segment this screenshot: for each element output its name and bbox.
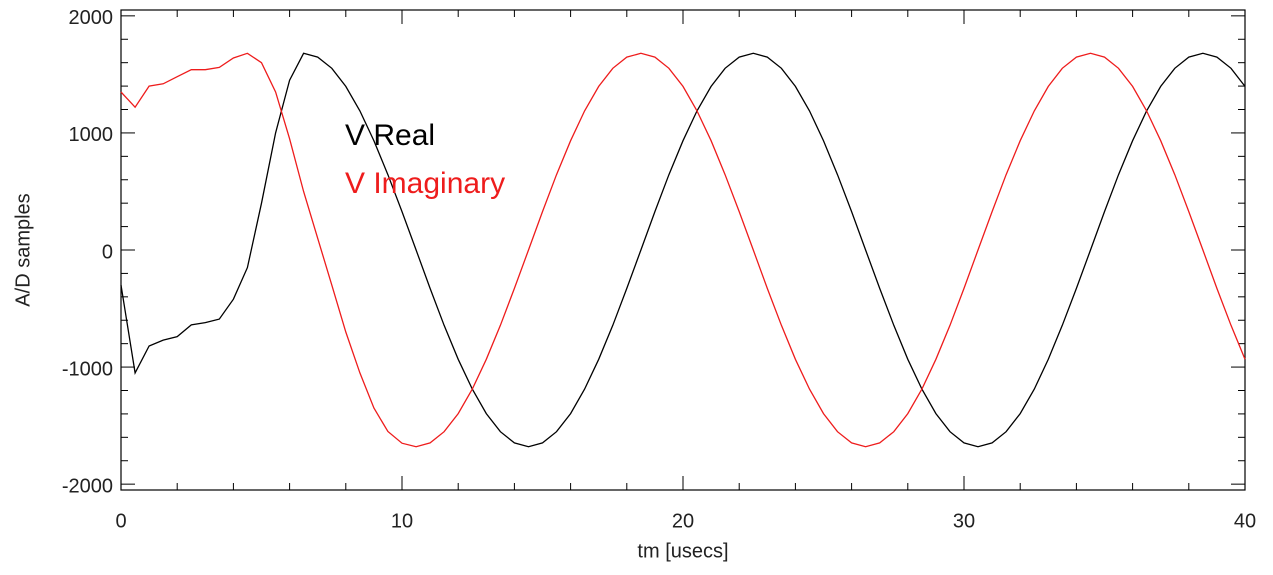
y-tick-label: 1000 [69, 124, 114, 146]
y-tick-label: -1000 [62, 358, 113, 380]
x-tick-label: 0 [115, 510, 126, 532]
x-tick-label: 20 [672, 510, 694, 532]
x-tick-label: 10 [391, 510, 413, 532]
y-tick-label: -2000 [62, 475, 113, 497]
data-line [120, 52, 1246, 448]
y-tick-label: 2000 [69, 7, 114, 29]
x-axis-label: tm [usecs] [637, 540, 728, 562]
x-tick-label: 30 [953, 510, 975, 532]
x-tick-label: 40 [1234, 510, 1256, 532]
y-axis-label: A/D samples [12, 193, 34, 306]
legend-label: V Real [345, 119, 435, 152]
data-line [120, 52, 1246, 448]
legend-label: V Imaginary [345, 167, 505, 200]
y-tick-label: 0 [102, 241, 113, 263]
